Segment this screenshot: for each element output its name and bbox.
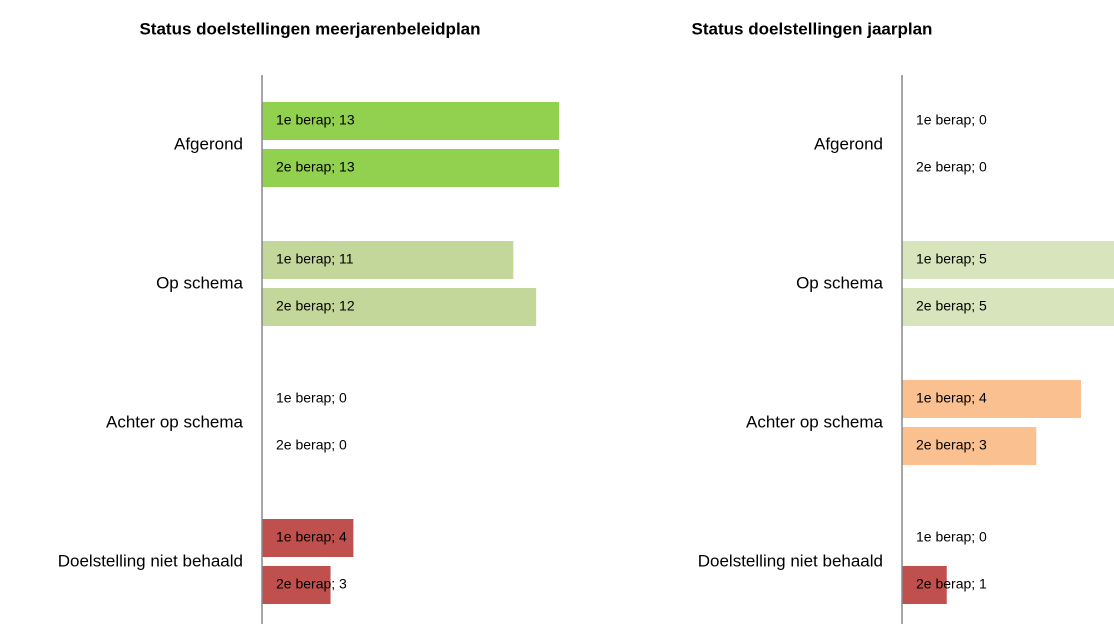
value-label: 1e berap; 13 [276,112,355,128]
value-label: 1e berap; 11 [276,251,354,267]
value-label: 1e berap; 0 [916,529,987,545]
value-label: 2e berap; 0 [276,437,347,453]
value-label: 1e berap; 4 [276,529,347,545]
category-label: Achter op schema [106,412,244,431]
value-label: 2e berap; 0 [916,159,987,175]
value-label: 1e berap; 0 [276,390,347,406]
bar [902,427,1037,465]
category-label: Op schema [796,273,883,292]
value-label: 2e berap; 13 [276,159,355,175]
category-label: Doelstelling niet behaald [58,551,243,570]
value-label: 2e berap; 5 [916,298,987,314]
bar [902,288,1114,326]
bar [902,241,1114,279]
value-label: 2e berap; 1 [916,576,987,592]
bar [902,380,1081,418]
value-label: 2e berap; 3 [916,437,987,453]
category-label: Afgerond [174,134,243,153]
bar [262,149,559,187]
value-label: 2e berap; 12 [276,298,355,314]
category-label: Doelstelling niet behaald [698,551,883,570]
bar [262,519,354,557]
value-label: 1e berap; 5 [916,251,987,267]
bar [262,241,514,279]
category-label: Op schema [156,273,243,292]
category-label: Afgerond [814,134,883,153]
value-label: 2e berap; 3 [276,576,347,592]
bar [262,102,559,140]
value-label: 1e berap; 4 [916,390,987,406]
chart-title: Status doelstellingen jaarplan [692,19,933,38]
bar [262,566,331,604]
chart-title: Status doelstellingen meerjarenbeleidpla… [139,19,480,38]
category-label: Achter op schema [746,412,884,431]
bar [902,566,947,604]
value-label: 1e berap; 0 [916,112,987,128]
bar [262,288,537,326]
